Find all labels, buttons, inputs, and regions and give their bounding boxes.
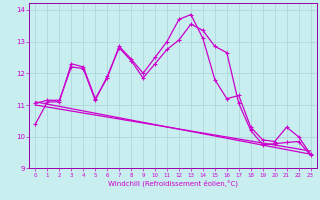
X-axis label: Windchill (Refroidissement éolien,°C): Windchill (Refroidissement éolien,°C) — [108, 179, 238, 187]
